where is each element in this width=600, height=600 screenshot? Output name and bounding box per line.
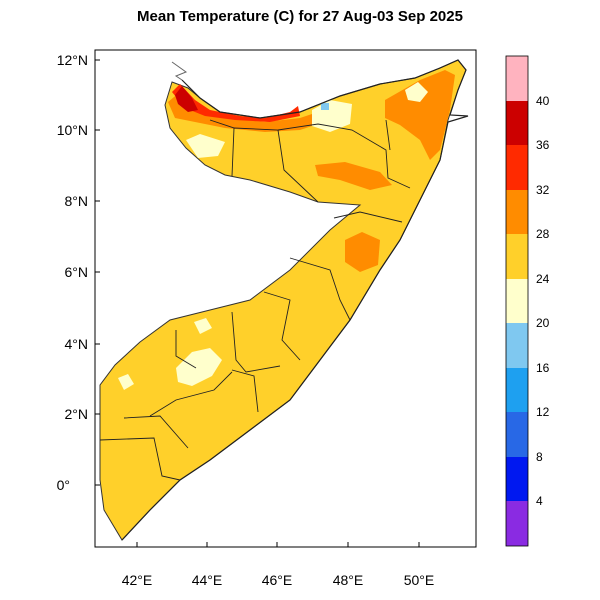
lat-tick-10n: 10°N: [57, 122, 88, 138]
lat-tick-4n: 4°N: [65, 336, 89, 352]
lon-axis: 42°E 44°E 46°E 48°E 50°E: [122, 542, 435, 588]
colorbar-label-20: 20: [536, 316, 550, 330]
colorbar-label-28: 28: [536, 227, 550, 241]
colorbar-label-24: 24: [536, 272, 550, 286]
lon-tick-50e: 50°E: [404, 572, 435, 588]
northeast-pale-spot: [405, 82, 428, 102]
colorbar-bin-gt40: [506, 56, 528, 101]
western-border: [171, 61, 188, 81]
small-pale-patch-1: [194, 318, 212, 334]
lat-tick-2n: 2°N: [65, 406, 89, 422]
lat-tick-12n: 12°N: [57, 52, 88, 68]
colorbar-label-8: 8: [536, 450, 543, 464]
colorbar-bin-32-36: [506, 145, 528, 190]
colorbar-bin-24-28: [506, 234, 528, 279]
lon-tick-46e: 46°E: [262, 572, 293, 588]
lat-tick-8n: 8°N: [65, 193, 89, 209]
colorbar-label-4: 4: [536, 494, 543, 508]
lat-tick-6n: 6°N: [65, 264, 89, 280]
north-coast-orange: [168, 92, 330, 132]
colorbar-bin-lt4: [506, 501, 528, 546]
colorbar-label-32: 32: [536, 183, 550, 197]
colorbar-bin-20-24: [506, 279, 528, 323]
northeast-orange: [385, 70, 455, 160]
colorbar-bin-8-12: [506, 412, 528, 457]
lat-axis: 12°N 10°N 8°N 6°N 4°N 2°N 0°: [57, 52, 100, 493]
lon-tick-42e: 42°E: [122, 572, 153, 588]
north-coast-red: [172, 84, 300, 122]
central-orange-band: [315, 162, 392, 190]
north-coast-darkred: [175, 86, 198, 112]
south-pale-patch: [176, 348, 222, 386]
lon-tick-48e: 48°E: [333, 572, 364, 588]
colorbar-bin-28-32: [506, 190, 528, 234]
colorbar-label-36: 36: [536, 138, 550, 152]
admin-boundaries: [99, 119, 411, 481]
colorbar-label-16: 16: [536, 361, 550, 375]
coastline: [121, 59, 469, 541]
colorbar-bin-16-20: [506, 323, 528, 368]
cool-spot: [321, 103, 329, 110]
small-pale-patch-2: [118, 374, 134, 390]
central-orange-blob: [345, 232, 380, 272]
lat-tick-0: 0°: [57, 477, 70, 493]
lon-tick-44e: 44°E: [192, 572, 223, 588]
colorbar-label-12: 12: [536, 405, 550, 419]
colorbar-bin-12-16: [506, 368, 528, 412]
map-title: Mean Temperature (C) for 27 Aug-03 Sep 2…: [137, 8, 463, 25]
colorbar-bin-4-8: [506, 457, 528, 501]
northwest-pale-patch: [186, 134, 225, 158]
colorbar: 40 36 32 28 24 20 16 12 8 4: [505, 55, 550, 547]
colorbar-bin-36-40: [506, 101, 528, 145]
colorbar-label-40: 40: [536, 94, 550, 108]
